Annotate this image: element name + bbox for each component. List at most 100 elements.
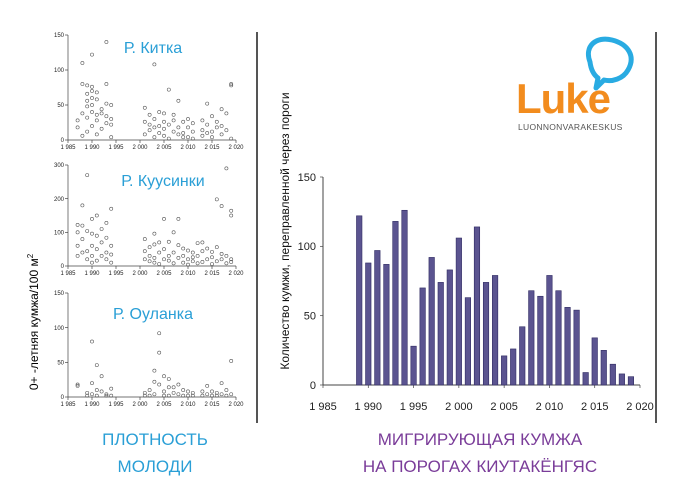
scatter-point [181,246,186,251]
y-tick-label: 150 [54,291,65,297]
scatter-point [99,253,104,258]
scatter-point [162,257,166,262]
x-tick-label: 1 990 [84,271,100,277]
scatter-point [90,84,94,89]
scatter-point [181,388,186,392]
scatter-point [94,388,99,392]
scatter-point [90,243,94,248]
bar [528,290,535,386]
scatter-point [75,243,80,248]
scatter-point [80,133,85,138]
scatter-point [214,125,219,130]
scatter-point [205,122,210,127]
scatter-point [205,392,210,397]
scatter-panel-kitka: 0 50 100 150 1 985 1 990 1 995 2 000 2 005 2 010 2… [54,33,244,151]
scatter-point [186,257,190,262]
x-tick-label: 2 020 [626,401,654,413]
scatter-point [210,393,214,398]
bar [546,275,553,386]
y-tick-label: 100 [298,241,316,253]
scatter-point [186,262,190,267]
scatter-point [200,118,205,123]
scatter-point [176,216,181,221]
y-tick-label: 150 [298,172,316,184]
scatter-point [214,119,219,124]
bar [410,345,417,386]
y-tick-label: 150 [54,33,65,39]
scatter-point [200,249,205,254]
x-tick-label: 1 985 [60,402,76,408]
scatter-point [176,382,181,387]
scatter-point [90,52,94,57]
scatter-point [80,111,85,116]
scatter-point [176,392,181,397]
bar [591,337,598,386]
scatter-point [152,62,157,67]
luke-logo: Luke LUONNONVARAKESKUS [516,36,634,132]
scatter-point [109,386,114,391]
y-tick-label: 50 [57,360,64,366]
scatter-point [94,90,99,95]
scatter-point [219,107,224,112]
scatter-point [85,249,90,254]
scatter-point [94,213,99,218]
scatter-point [190,390,195,395]
x-tick-label: 2 010 [536,401,564,413]
scatter-point [195,253,200,258]
bar [609,363,616,386]
scatter-point [210,249,214,254]
scatter-point [186,125,190,130]
scatter-point [190,121,195,126]
y-tick-label: 100 [54,326,65,332]
y-tick-label: 50 [57,103,64,109]
scatter-point [171,261,176,266]
scatter-point [186,248,190,253]
scatter-point [104,221,109,225]
scatter-point [99,389,104,394]
scatter-point [210,129,214,134]
scatter-point [219,392,224,397]
scatter-point [166,87,171,92]
scatter-point [166,136,171,141]
scatter-point [147,388,152,392]
scatter-point [181,393,186,398]
scatter-point [90,89,94,93]
scatter-point [75,382,80,387]
scatter-point [162,111,166,116]
scatter-point [229,257,234,262]
scatter-point [85,129,90,134]
scatter-point [162,216,166,221]
y-tick-label: 100 [54,230,65,236]
scatter-point [142,119,147,124]
scatter-point [152,231,157,236]
scatter-point [109,393,114,398]
scatter-point [99,240,104,245]
scatter-point [229,213,234,218]
scatter-point [200,133,205,138]
x-tick-label: 1 985 [60,271,76,277]
scatter-point [94,233,99,238]
scatter-point [166,253,171,258]
scatter-point [99,126,104,131]
scatter-point [181,119,186,124]
scatter-point [219,251,224,256]
bar [501,355,508,386]
scatter-point [90,253,94,258]
caption-left: ПЛОТНОСТЬ МОЛОДИ [60,426,250,480]
bar [627,376,634,386]
scatter-point [109,252,114,257]
scatter-point [186,117,190,121]
logo-word: Luke [516,75,610,122]
bar-chart-kiutakongas: 0 50 100 150 1 985 1 990 1 995 2 000 2 005 2 010 2… [278,92,654,413]
scatter-point [94,393,99,398]
caption-right-line-1: МИГРИРУЮЩАЯ КУМЖА [377,430,583,449]
scatter-point [152,368,157,373]
scatter-point [210,262,214,266]
scatter-point [75,230,80,235]
scatter-point [80,61,85,65]
x-tick-label: 1 995 [108,402,124,408]
scatter-point [80,203,85,208]
bar [428,257,435,386]
bar [455,237,462,386]
